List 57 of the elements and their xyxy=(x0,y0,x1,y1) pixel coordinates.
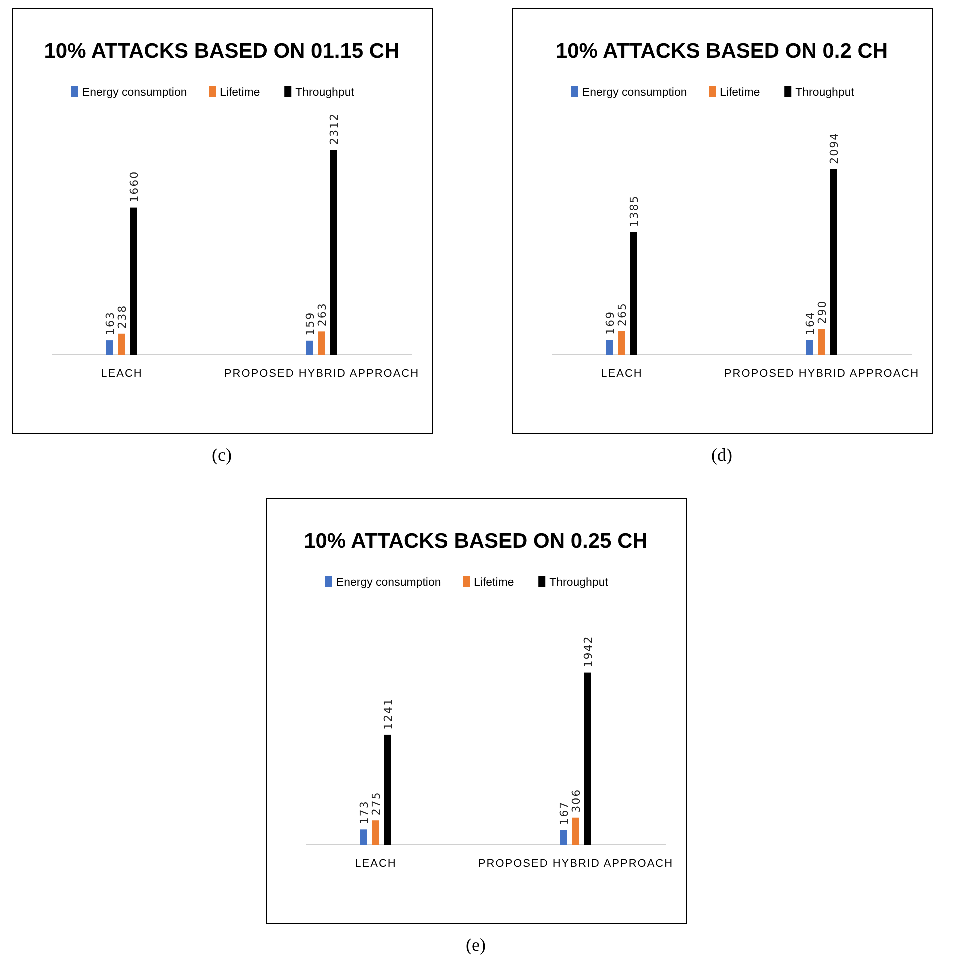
legend-label: Energy consumption xyxy=(582,87,688,99)
text: (d) xyxy=(712,445,732,465)
data-label: 1241 xyxy=(382,698,395,730)
bar xyxy=(830,169,838,355)
text: (c) xyxy=(212,445,232,465)
bar xyxy=(618,332,626,355)
chart-title: 10% ATTACKS BASED ON 01.15 CH xyxy=(44,40,400,63)
bar xyxy=(330,150,338,355)
data-label: 2312 xyxy=(328,113,341,145)
chart-title: 10% ATTACKS BASED ON 0.2 CH xyxy=(556,40,888,63)
bar xyxy=(584,672,592,845)
bar xyxy=(560,830,568,845)
data-label: 306 xyxy=(570,788,583,813)
bar xyxy=(606,340,614,355)
data-label: 263 xyxy=(316,302,329,327)
data-label: 164 xyxy=(804,311,817,336)
x-tick-label: LEACH xyxy=(355,858,397,870)
bar xyxy=(106,340,114,355)
legend-label: Energy consumption xyxy=(82,87,188,99)
legend-label: Lifetime xyxy=(720,87,760,99)
x-tick-label: PROPOSED HYBRID APPROACH xyxy=(478,858,674,870)
bar xyxy=(630,232,638,355)
x-tick-label: PROPOSED HYBRID APPROACH xyxy=(724,368,920,380)
legend-label: Energy consumption xyxy=(336,577,442,589)
bar xyxy=(360,830,368,845)
data-label: 2094 xyxy=(828,132,841,164)
data-label: 290 xyxy=(816,300,829,324)
legend-label: Throughput xyxy=(550,577,610,589)
x-tick-label: LEACH xyxy=(601,368,643,380)
legend-label: Throughput xyxy=(296,87,356,99)
data-label: 1942 xyxy=(582,636,595,668)
bar xyxy=(572,818,580,845)
data-label: 1385 xyxy=(628,195,641,228)
bar xyxy=(118,334,126,355)
data-label: 265 xyxy=(616,302,629,327)
bar xyxy=(384,734,392,845)
bar xyxy=(806,340,814,355)
data-label: 169 xyxy=(604,311,617,336)
bar xyxy=(306,340,314,355)
data-label: 167 xyxy=(558,801,571,826)
bar xyxy=(372,820,380,845)
data-label: 238 xyxy=(116,304,129,329)
bar xyxy=(318,332,326,355)
bar xyxy=(130,208,138,355)
data-label: 173 xyxy=(358,800,371,825)
legend-label: Lifetime xyxy=(474,577,514,589)
data-label: 1660 xyxy=(128,170,141,203)
data-label: 159 xyxy=(304,312,317,336)
legend-label: Lifetime xyxy=(220,87,260,99)
data-label: 163 xyxy=(104,312,117,336)
bar xyxy=(818,329,826,355)
text: (e) xyxy=(466,935,486,955)
legend-label: Throughput xyxy=(796,87,856,99)
x-tick-label: PROPOSED HYBRID APPROACH xyxy=(224,368,420,380)
x-tick-label: LEACH xyxy=(101,368,143,380)
chart-title: 10% ATTACKS BASED ON 0.25 CH xyxy=(304,530,648,553)
data-label: 275 xyxy=(370,792,383,816)
